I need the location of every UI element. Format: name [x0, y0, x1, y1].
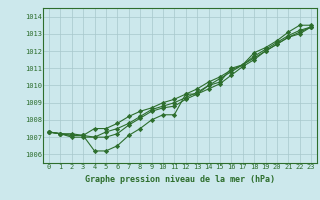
X-axis label: Graphe pression niveau de la mer (hPa): Graphe pression niveau de la mer (hPa): [85, 175, 275, 184]
